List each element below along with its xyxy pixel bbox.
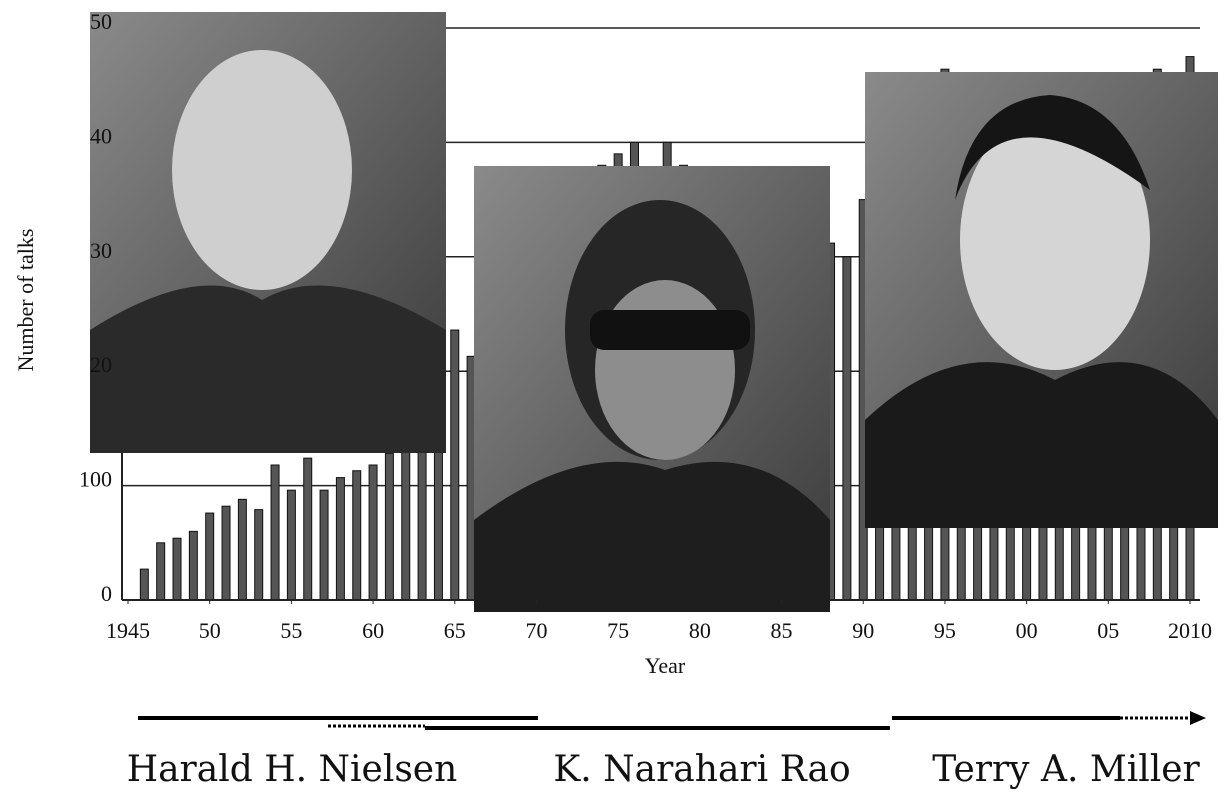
y-tick-label: 0	[101, 581, 112, 606]
y-tick-label: 100	[79, 467, 112, 492]
bar	[353, 471, 361, 600]
bar	[467, 356, 475, 600]
x-tick-label: 95	[934, 618, 956, 643]
bar	[189, 531, 197, 600]
timeline-arrow	[1190, 711, 1206, 725]
bar	[206, 513, 214, 600]
chart: Number of talks Year Harald H. Nielsen K…	[0, 0, 1224, 796]
photo-rao	[474, 166, 830, 612]
x-tick-label: 60	[362, 618, 384, 643]
bar	[369, 465, 377, 600]
x-axis-title: Year	[645, 653, 686, 678]
bar	[238, 499, 246, 600]
y-tick-label: 50	[90, 9, 112, 34]
x-tick-label: 75	[607, 618, 629, 643]
bar	[140, 569, 148, 600]
bar	[173, 538, 181, 600]
bar	[157, 543, 165, 600]
bar	[271, 465, 279, 600]
x-tick-label: 80	[689, 618, 711, 643]
x-tick-label: 00	[1016, 618, 1038, 643]
y-axis-title: Number of talks	[13, 229, 38, 372]
x-tick-label: 70	[525, 618, 547, 643]
photo-nielsen	[90, 12, 446, 453]
person-name: Terry A. Miller	[932, 749, 1200, 790]
x-tick-label: 90	[852, 618, 874, 643]
bar	[320, 490, 328, 600]
x-tick-label: 85	[771, 618, 793, 643]
bar	[451, 330, 459, 600]
x-tick-label: 05	[1097, 618, 1119, 643]
bar	[304, 458, 312, 600]
y-tick-label: 30	[90, 238, 112, 263]
y-tick-label: 20	[90, 352, 112, 377]
x-tick-label: 1945	[106, 618, 150, 643]
bar	[843, 257, 851, 600]
person-name: Harald H. Nielsen	[127, 749, 458, 790]
bar	[385, 454, 393, 600]
person-name: K. Narahari Rao	[553, 749, 850, 790]
bar	[287, 490, 295, 600]
x-tick-label: 65	[444, 618, 466, 643]
bar	[255, 510, 263, 600]
bar	[402, 446, 410, 600]
photo-miller	[865, 72, 1218, 528]
x-tick-label: 55	[280, 618, 302, 643]
x-tick-label: 2010	[1168, 618, 1212, 643]
bar	[418, 440, 426, 600]
x-tick-label: 50	[199, 618, 221, 643]
bar	[222, 506, 230, 600]
bar	[336, 478, 344, 600]
y-tick-label: 40	[90, 123, 112, 148]
